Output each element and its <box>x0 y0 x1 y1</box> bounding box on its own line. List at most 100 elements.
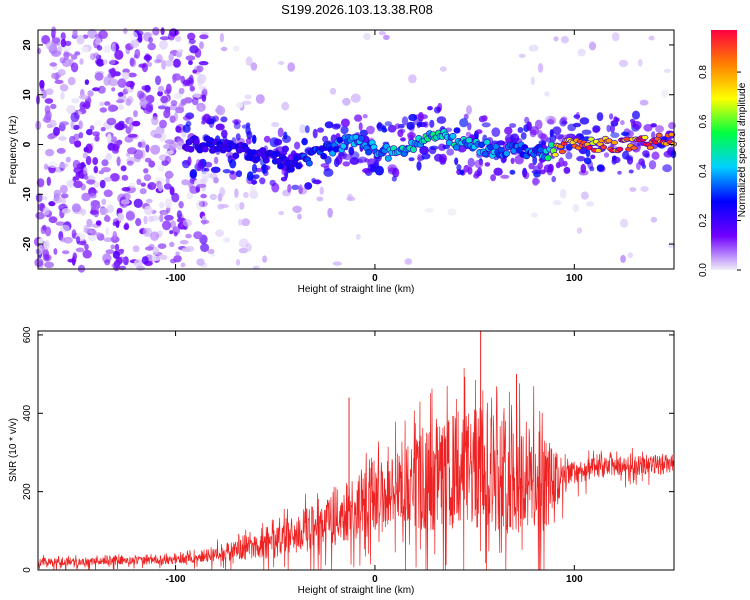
spectrogram-cell <box>58 136 67 141</box>
spectrogram-cell <box>316 196 324 202</box>
spectrogram-cell <box>376 123 385 130</box>
spectrogram-cell <box>245 56 253 67</box>
spectrogram-cell <box>324 121 334 129</box>
spectrogram-cell <box>85 155 92 166</box>
spectrogram-cell <box>332 261 342 266</box>
spectrogram-cell <box>347 193 353 201</box>
spectrogram-cell <box>627 130 634 137</box>
spectrogram-cell <box>196 65 204 73</box>
spectrogram-cell <box>523 171 530 180</box>
spectrogram-cell <box>532 178 541 185</box>
spectrogram-cell <box>562 160 568 167</box>
spectrogram-cell <box>447 208 457 216</box>
spectrogram-cell <box>60 236 66 243</box>
colorbar-gradient <box>711 30 737 270</box>
spectrogram-cell <box>51 26 57 35</box>
colorbar-ticks: 0.0 0.2 0.4 0.6 0.8 <box>698 65 741 277</box>
spectrogram-cell <box>510 157 515 164</box>
spectrogram-cell <box>148 243 155 250</box>
spectrogram-cell <box>106 204 114 214</box>
spectrogram-cell <box>260 164 269 175</box>
spectrogram-cell <box>373 161 379 169</box>
spectrogram-cell <box>333 157 340 168</box>
spectrogram-cell <box>83 100 91 110</box>
spectrogram-cell <box>34 258 44 268</box>
spectrogram-cell <box>333 123 342 129</box>
spectrogram-cell <box>87 28 98 39</box>
spectrogram-cell <box>241 218 251 227</box>
spectrogram-cell <box>180 262 186 268</box>
spectrogram-cell <box>110 244 115 250</box>
spectrogram-cell <box>459 170 465 175</box>
spectrogram-cell <box>668 122 676 130</box>
spectrogram-cell <box>213 156 219 165</box>
spectrogram-cell <box>537 162 543 170</box>
colorbar-tick-label: 0.4 <box>698 164 709 178</box>
spectrogram-cell <box>363 32 371 41</box>
spectrogram-cell <box>72 159 81 170</box>
spectrogram-cell <box>158 85 165 93</box>
spectrogram-cell <box>131 120 141 127</box>
spectrogram-cell <box>610 132 620 139</box>
spectrogram-cell <box>95 220 102 226</box>
spectrogram-cell <box>531 212 538 218</box>
spectrogram-cell <box>144 157 152 163</box>
spectrogram-cell <box>73 124 80 130</box>
spectrogram-cell <box>59 121 69 126</box>
spectrogram-cell <box>56 147 66 154</box>
spectrogram-y-label: Frequency (Hz) <box>8 116 19 185</box>
spectrogram-cell <box>60 224 70 233</box>
spectrogram-cell <box>182 124 191 133</box>
spectrogram-cell <box>355 233 361 240</box>
spectrogram-cell <box>553 36 559 42</box>
spectrogram-cell <box>235 101 244 109</box>
spectrogram-cell <box>311 178 317 183</box>
spectrogram-cell <box>133 110 138 118</box>
spectrogram-cell <box>157 183 163 192</box>
spectrogram-cell <box>116 156 121 167</box>
spectrogram-cell <box>474 159 484 169</box>
spectrogram-cell <box>164 155 172 165</box>
spectrogram-cell <box>223 237 231 243</box>
spectrogram-ridge-point <box>646 145 654 151</box>
spectrogram-cell <box>159 213 164 223</box>
spectrogram-cell <box>133 259 144 268</box>
spectrogram-ridge-point <box>483 138 491 146</box>
spectrogram-cell <box>221 129 228 139</box>
spectrogram-cell <box>87 90 94 97</box>
spectrogram-cell <box>96 204 101 209</box>
spectrogram-cell <box>75 247 85 253</box>
spectrogram-cell <box>123 27 128 35</box>
spectrogram-cell <box>164 214 174 221</box>
spectrogram-cell <box>40 226 47 234</box>
spectrogram-cell <box>251 134 257 144</box>
spectrogram-cell <box>537 63 544 73</box>
spectrogram-cell <box>107 104 117 113</box>
spectrogram-cell <box>117 78 127 88</box>
spectrogram-cell <box>406 121 415 130</box>
spectrogram-cell <box>281 101 290 111</box>
spectrogram-ridge-point <box>365 148 373 156</box>
spectrogram-cell <box>42 207 50 216</box>
spectrogram-cell <box>193 93 201 99</box>
spectrogram-cell <box>484 162 491 167</box>
spectrogram-cell <box>114 49 124 60</box>
spectrogram-cell <box>55 221 66 226</box>
spectrogram-cell <box>518 53 526 59</box>
spectrogram-cell <box>50 103 57 110</box>
spectrogram-cell <box>391 176 397 182</box>
spectrogram-cell <box>632 110 640 120</box>
spectrogram-cell <box>105 226 110 236</box>
spectrogram-cell <box>340 118 350 128</box>
spectrogram-cell <box>111 87 116 92</box>
spectrogram-cell <box>350 93 361 103</box>
snr-line <box>37 367 675 571</box>
spectrogram-cell <box>36 178 45 188</box>
spectrogram-frame <box>37 29 675 270</box>
spectrogram-cell <box>588 41 597 51</box>
spectrogram-cell <box>169 141 177 151</box>
spectrogram-cell <box>88 189 99 195</box>
spectrogram-cell <box>269 179 276 187</box>
spectrogram-cell <box>59 184 68 194</box>
